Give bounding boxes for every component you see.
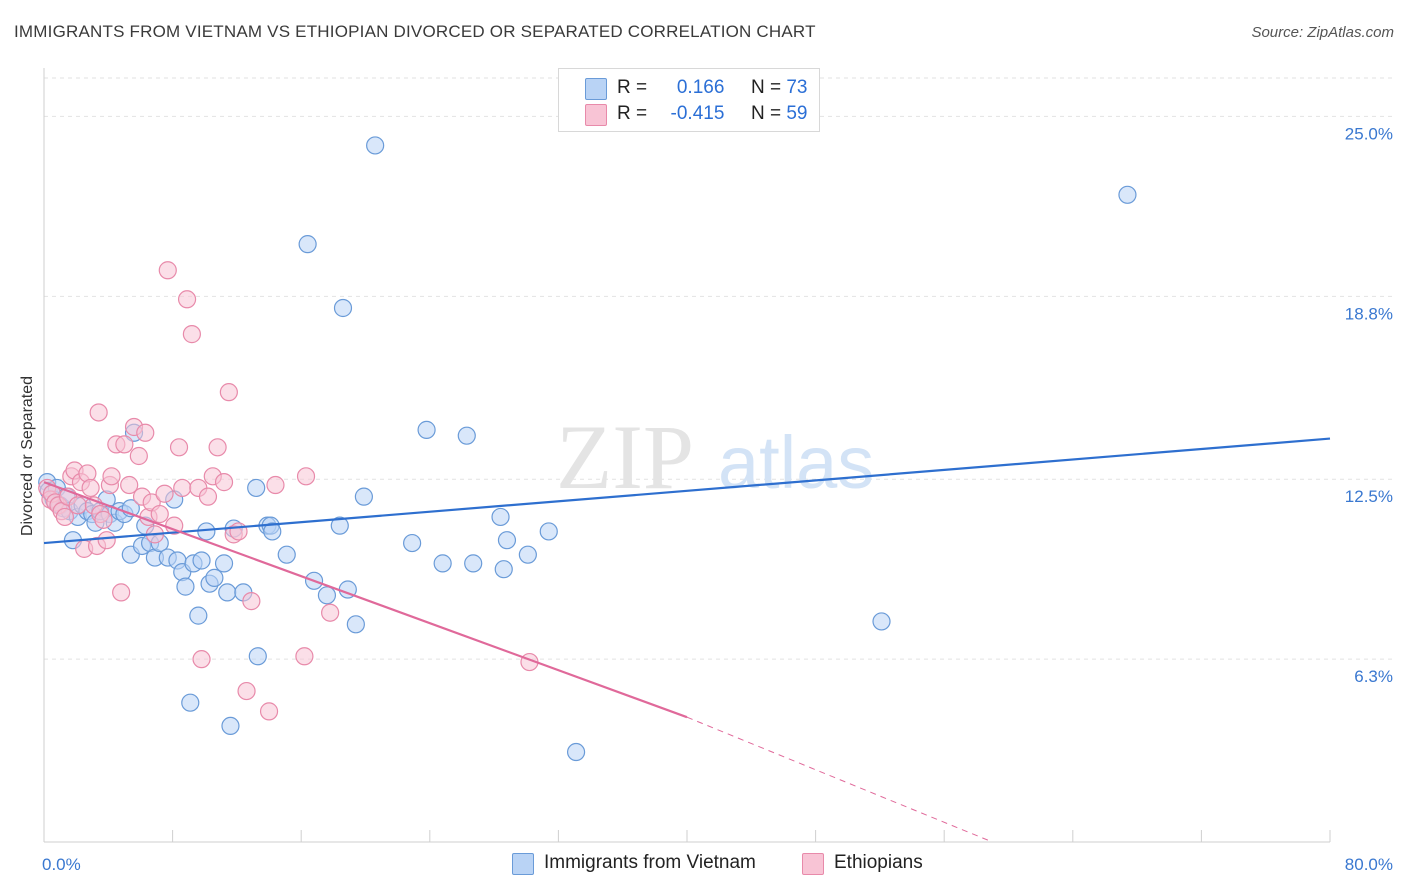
data-point-ethiopians (129, 446, 148, 466)
legend-n-label: N = (750, 77, 782, 98)
data-point-vietnam (247, 478, 266, 498)
data-point-vietnam (298, 235, 317, 254)
legend-swatch-blue (512, 853, 534, 875)
data-point-vietnam (354, 487, 373, 506)
chart-title: IMMIGRANTS FROM VIETNAM VS ETHIOPIAN DIV… (14, 22, 816, 41)
data-point-vietnam (366, 136, 385, 155)
data-point-ethiopians (214, 473, 234, 492)
data-point-vietnam (218, 583, 237, 602)
legend-n-value: 73 (786, 77, 808, 98)
y-tick-label: 25.0% (1345, 124, 1393, 143)
data-point-vietnam (566, 742, 586, 762)
correlation-legend: R = 0.166 N = 73 R = -0.415 N = 59 (558, 68, 820, 132)
data-point-vietnam (872, 612, 891, 631)
data-point-ethiopians (266, 475, 285, 495)
data-point-ethiopians (158, 261, 177, 280)
data-point-vietnam (464, 554, 483, 573)
watermark-atlas: atlas (718, 421, 874, 504)
trend-lines (43, 437, 1331, 843)
y-tick-label: 18.8% (1345, 304, 1393, 323)
tick-labels: 6.3% 12.5% 18.8% 25.0% 0.0% 80.0% (42, 124, 1393, 874)
legend-label-ethiopians: Ethiopians (834, 852, 923, 873)
data-point-ethiopians (321, 603, 340, 622)
data-point-ethiopians (112, 583, 131, 602)
legend-swatch-blue (585, 78, 607, 100)
data-point-ethiopians (173, 478, 192, 498)
data-point-vietnam (277, 545, 296, 564)
data-point-vietnam (330, 516, 349, 535)
data-point-ethiopians (155, 484, 174, 503)
data-point-vietnam (494, 560, 513, 579)
x-tick-label: 80.0% (1345, 855, 1393, 874)
legend-r-label: R = (617, 103, 648, 124)
legend-label-vietnam: Immigrants from Vietnam (544, 852, 756, 873)
data-point-vietnam (189, 606, 208, 625)
data-point-vietnam (403, 533, 422, 553)
gridlines (44, 77, 1394, 660)
data-point-ethiopians (89, 403, 108, 422)
data-point-ethiopians (192, 650, 211, 669)
data-point-vietnam (214, 554, 234, 573)
data-point-vietnam (192, 551, 211, 570)
y-axis-label: Divorced or Separated (19, 375, 36, 537)
data-point-vietnam (176, 577, 195, 596)
data-point-ethiopians (242, 592, 261, 611)
data-point-ethiopians (102, 467, 121, 486)
data-point-vietnam (205, 568, 224, 587)
data-point-ethiopians (55, 507, 74, 527)
data-point-vietnam (433, 554, 452, 573)
legend-r-value: 0.166 (676, 77, 725, 98)
data-point-vietnam (1118, 185, 1137, 204)
data-point-ethiopians (219, 383, 238, 402)
data-point-vietnam (317, 586, 337, 605)
data-point-vietnam (333, 298, 353, 318)
legend-swatch-pink (585, 104, 607, 126)
legend-n-label: N = (750, 103, 782, 124)
trend-line-ethiopians (43, 481, 688, 719)
legend-r-label: R = (617, 77, 648, 98)
data-point-ethiopians (259, 702, 279, 721)
data-point-ethiopians (182, 325, 201, 344)
y-tick-label: 12.5% (1345, 487, 1393, 506)
data-point-vietnam (248, 647, 267, 666)
legend-swatch-pink (802, 853, 824, 875)
legend-n-value: 59 (786, 103, 808, 124)
legend-r-value: -0.415 (670, 103, 725, 124)
watermark-zip: ZIP (556, 406, 694, 508)
y-tick-label: 6.3% (1354, 667, 1393, 686)
data-point-ethiopians (208, 438, 227, 457)
source-label: Source: ZipAtlas.com (1251, 24, 1394, 41)
data-point-ethiopians (136, 423, 155, 442)
data-point-vietnam (221, 716, 240, 736)
watermark: ZIP atlas (556, 406, 874, 508)
data-point-ethiopians (177, 290, 197, 309)
data-point-ethiopians (296, 467, 316, 486)
data-point-ethiopians (229, 522, 248, 541)
data-point-vietnam (491, 507, 510, 527)
data-point-ethiopians (115, 435, 134, 454)
data-point-vietnam (417, 420, 436, 439)
data-point-vietnam (518, 545, 537, 564)
trend-line-vietnam (43, 437, 1331, 545)
x-tick-label: 0.0% (42, 855, 81, 874)
data-point-ethiopians (97, 531, 116, 550)
data-point-ethiopians (198, 487, 218, 506)
axes (43, 68, 1331, 843)
trend-line-ethiopians-extension (686, 716, 993, 843)
data-point-ethiopians (169, 438, 189, 457)
data-point-ethiopians (68, 496, 87, 515)
data-point-ethiopians (150, 504, 169, 524)
data-point-vietnam (497, 531, 517, 550)
data-point-vietnam (539, 522, 558, 541)
data-point-ethiopians (94, 510, 113, 529)
data-point-ethiopians (237, 681, 256, 701)
data-point-vietnam (263, 522, 282, 541)
data-point-vietnam (457, 426, 476, 445)
data-point-vietnam (346, 615, 365, 634)
data-point-vietnam (181, 693, 200, 712)
data-point-ethiopians (120, 475, 139, 495)
data-point-ethiopians (81, 478, 100, 498)
data-point-ethiopians (295, 647, 314, 666)
